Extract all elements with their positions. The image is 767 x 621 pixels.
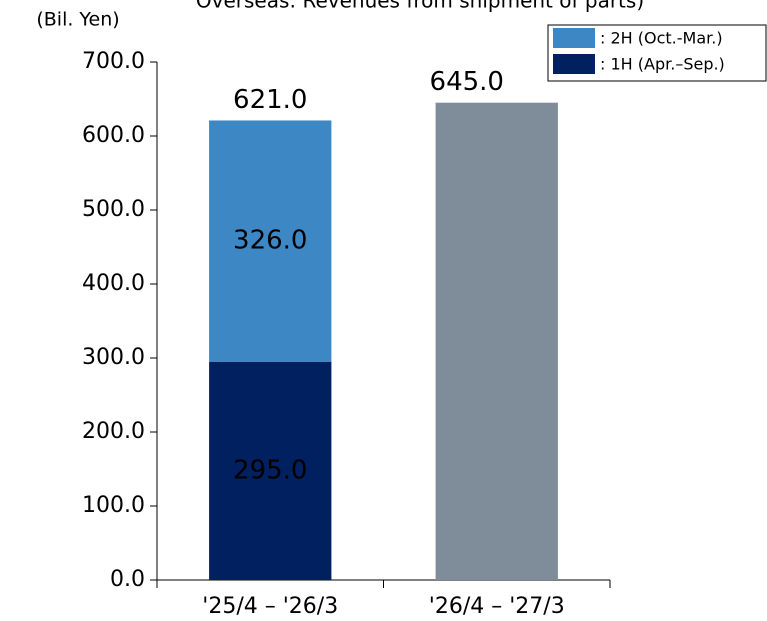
chart-title: Overseas: Revenues from shipment of part… <box>196 0 644 13</box>
x-tick-label: '25/4 – '26/3 <box>202 594 338 619</box>
y-tick-label: 700.0 <box>82 49 145 74</box>
y-tick-label: 300.0 <box>82 345 145 370</box>
y-tick-label: 0.0 <box>110 567 145 592</box>
y-axis-label: (Bil. Yen) <box>36 9 119 31</box>
y-tick-label: 100.0 <box>82 493 145 518</box>
value-label: 645.0 <box>430 67 504 97</box>
legend-label: : 2H (Oct.-Mar.) <box>600 29 723 48</box>
y-tick-label: 400.0 <box>82 271 145 296</box>
legend-swatch <box>553 54 595 74</box>
value-label: 295.0 <box>233 455 307 485</box>
bar-segment <box>435 102 558 580</box>
bar-segment <box>209 361 332 580</box>
x-tick-label: '26/4 – '27/3 <box>429 594 565 619</box>
y-tick-label: 500.0 <box>82 197 145 222</box>
value-label: 326.0 <box>233 226 307 256</box>
y-tick-label: 200.0 <box>82 419 145 444</box>
y-tick-label: 600.0 <box>82 123 145 148</box>
legend-swatch <box>553 28 595 48</box>
bar-segment <box>209 120 332 362</box>
legend-box <box>547 24 767 82</box>
total-label: 621.0 <box>233 85 307 115</box>
legend-label: : 1H (Apr.–Sep.) <box>600 55 725 74</box>
